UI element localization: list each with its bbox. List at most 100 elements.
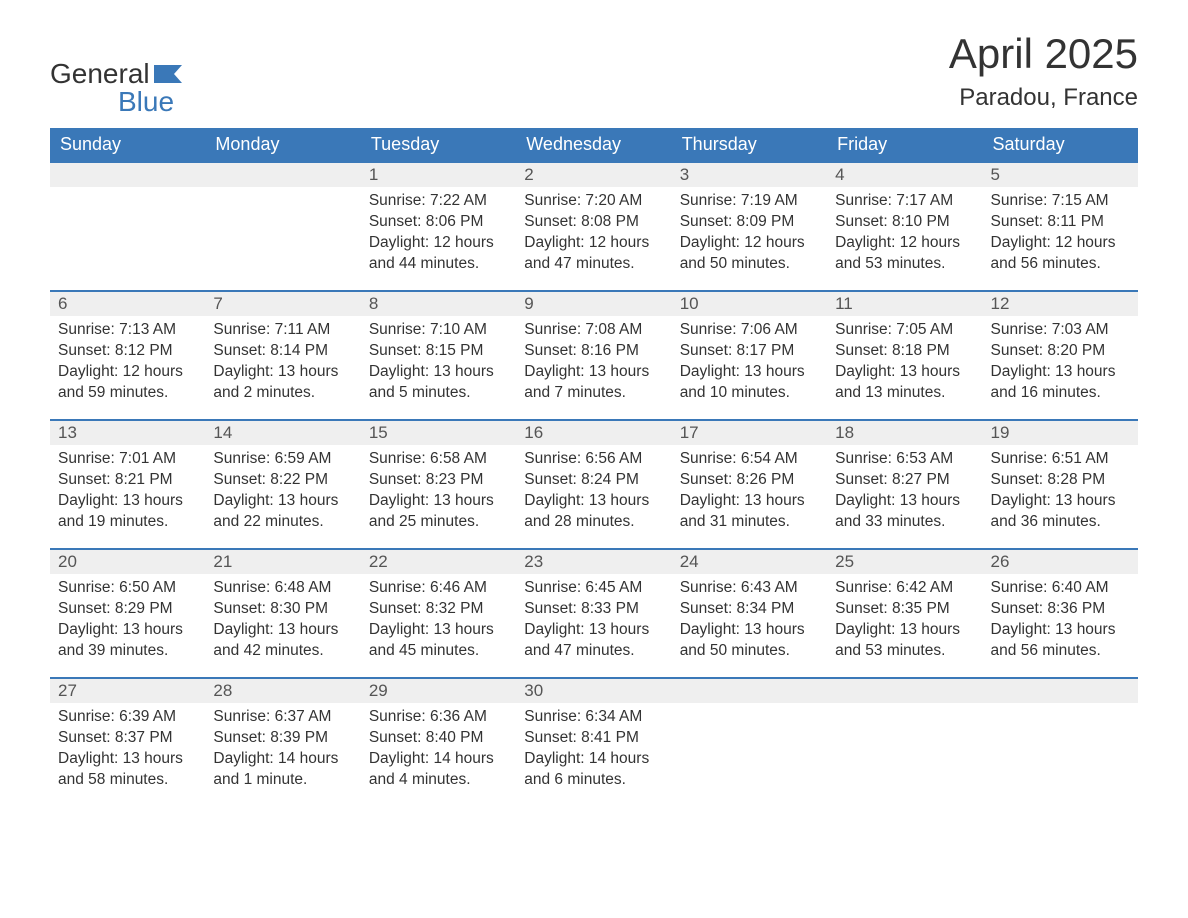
day-data-cell: Sunrise: 7:06 AMSunset: 8:17 PMDaylight:… — [672, 316, 827, 420]
title-block: April 2025 Paradou, France — [949, 30, 1138, 112]
sunset-line: Sunset: 8:16 PM — [524, 341, 663, 362]
weekday-header: Sunday — [50, 128, 205, 162]
daynum-row: 12345 — [50, 162, 1138, 187]
day-number-cell: 6 — [50, 291, 205, 316]
day-number-cell: 20 — [50, 549, 205, 574]
sunrise-line: Sunrise: 6:51 AM — [991, 449, 1130, 470]
day-data-cell: Sunrise: 7:17 AMSunset: 8:10 PMDaylight:… — [827, 187, 982, 291]
sunset-line: Sunset: 8:35 PM — [835, 599, 974, 620]
data-row: Sunrise: 7:01 AMSunset: 8:21 PMDaylight:… — [50, 445, 1138, 549]
day-number-cell: 4 — [827, 162, 982, 187]
day-number-cell — [205, 162, 360, 187]
day-data-cell — [50, 187, 205, 291]
daynum-row: 27282930 — [50, 678, 1138, 703]
weekday-header: Monday — [205, 128, 360, 162]
sunrise-line: Sunrise: 7:05 AM — [835, 320, 974, 341]
day-data-cell — [827, 703, 982, 807]
daylight-line: Daylight: 12 hours and 56 minutes. — [991, 233, 1130, 275]
sunset-line: Sunset: 8:41 PM — [524, 728, 663, 749]
logo-line1: General — [50, 60, 150, 88]
sunset-line: Sunset: 8:33 PM — [524, 599, 663, 620]
header: General Blue April 2025 Paradou, France — [50, 30, 1138, 116]
sunset-line: Sunset: 8:29 PM — [58, 599, 197, 620]
day-data-cell: Sunrise: 7:13 AMSunset: 8:12 PMDaylight:… — [50, 316, 205, 420]
daylight-line: Daylight: 13 hours and 13 minutes. — [835, 362, 974, 404]
sunrise-line: Sunrise: 6:54 AM — [680, 449, 819, 470]
day-number-cell: 27 — [50, 678, 205, 703]
logo-line1-wrap: General — [50, 60, 182, 88]
day-data-cell: Sunrise: 7:01 AMSunset: 8:21 PMDaylight:… — [50, 445, 205, 549]
sunset-line: Sunset: 8:18 PM — [835, 341, 974, 362]
day-number-cell: 23 — [516, 549, 671, 574]
sunrise-line: Sunrise: 7:11 AM — [213, 320, 352, 341]
sunrise-line: Sunrise: 6:58 AM — [369, 449, 508, 470]
day-data-cell: Sunrise: 6:45 AMSunset: 8:33 PMDaylight:… — [516, 574, 671, 678]
weekday-header: Tuesday — [361, 128, 516, 162]
sunrise-line: Sunrise: 6:42 AM — [835, 578, 974, 599]
logo-line2: Blue — [118, 88, 182, 116]
day-number-cell: 5 — [983, 162, 1138, 187]
day-data-cell: Sunrise: 7:20 AMSunset: 8:08 PMDaylight:… — [516, 187, 671, 291]
daylight-line: Daylight: 13 hours and 47 minutes. — [524, 620, 663, 662]
sunset-line: Sunset: 8:11 PM — [991, 212, 1130, 233]
sunset-line: Sunset: 8:40 PM — [369, 728, 508, 749]
daylight-line: Daylight: 12 hours and 53 minutes. — [835, 233, 974, 275]
day-number-cell: 14 — [205, 420, 360, 445]
sunset-line: Sunset: 8:06 PM — [369, 212, 508, 233]
day-data-cell — [983, 703, 1138, 807]
daylight-line: Daylight: 14 hours and 4 minutes. — [369, 749, 508, 791]
sunset-line: Sunset: 8:34 PM — [680, 599, 819, 620]
daylight-line: Daylight: 13 hours and 25 minutes. — [369, 491, 508, 533]
day-data-cell: Sunrise: 6:50 AMSunset: 8:29 PMDaylight:… — [50, 574, 205, 678]
day-number-cell: 24 — [672, 549, 827, 574]
sunset-line: Sunset: 8:14 PM — [213, 341, 352, 362]
day-number-cell: 17 — [672, 420, 827, 445]
sunset-line: Sunset: 8:12 PM — [58, 341, 197, 362]
weekday-header-row: SundayMondayTuesdayWednesdayThursdayFrid… — [50, 128, 1138, 162]
day-data-cell: Sunrise: 7:05 AMSunset: 8:18 PMDaylight:… — [827, 316, 982, 420]
sunrise-line: Sunrise: 7:13 AM — [58, 320, 197, 341]
daylight-line: Daylight: 12 hours and 50 minutes. — [680, 233, 819, 275]
calendar-body: 12345Sunrise: 7:22 AMSunset: 8:06 PMDayl… — [50, 162, 1138, 807]
location: Paradou, France — [949, 84, 1138, 112]
day-data-cell: Sunrise: 6:53 AMSunset: 8:27 PMDaylight:… — [827, 445, 982, 549]
day-number-cell: 3 — [672, 162, 827, 187]
day-data-cell: Sunrise: 7:10 AMSunset: 8:15 PMDaylight:… — [361, 316, 516, 420]
day-number-cell: 15 — [361, 420, 516, 445]
page-title: April 2025 — [949, 30, 1138, 78]
sunrise-line: Sunrise: 6:39 AM — [58, 707, 197, 728]
day-number-cell: 13 — [50, 420, 205, 445]
day-data-cell: Sunrise: 7:03 AMSunset: 8:20 PMDaylight:… — [983, 316, 1138, 420]
sunset-line: Sunset: 8:20 PM — [991, 341, 1130, 362]
sunrise-line: Sunrise: 6:34 AM — [524, 707, 663, 728]
sunrise-line: Sunrise: 6:43 AM — [680, 578, 819, 599]
daylight-line: Daylight: 13 hours and 50 minutes. — [680, 620, 819, 662]
sunset-line: Sunset: 8:24 PM — [524, 470, 663, 491]
logo: General Blue — [50, 60, 182, 116]
daylight-line: Daylight: 14 hours and 1 minute. — [213, 749, 352, 791]
day-number-cell: 19 — [983, 420, 1138, 445]
day-number-cell: 22 — [361, 549, 516, 574]
day-number-cell: 1 — [361, 162, 516, 187]
day-number-cell — [827, 678, 982, 703]
daylight-line: Daylight: 12 hours and 59 minutes. — [58, 362, 197, 404]
day-data-cell: Sunrise: 7:11 AMSunset: 8:14 PMDaylight:… — [205, 316, 360, 420]
weekday-header: Friday — [827, 128, 982, 162]
sunset-line: Sunset: 8:09 PM — [680, 212, 819, 233]
sunrise-line: Sunrise: 6:56 AM — [524, 449, 663, 470]
day-number-cell: 7 — [205, 291, 360, 316]
sunrise-line: Sunrise: 7:01 AM — [58, 449, 197, 470]
day-data-cell: Sunrise: 6:36 AMSunset: 8:40 PMDaylight:… — [361, 703, 516, 807]
sunrise-line: Sunrise: 7:19 AM — [680, 191, 819, 212]
day-data-cell: Sunrise: 7:15 AMSunset: 8:11 PMDaylight:… — [983, 187, 1138, 291]
daylight-line: Daylight: 13 hours and 56 minutes. — [991, 620, 1130, 662]
daylight-line: Daylight: 13 hours and 31 minutes. — [680, 491, 819, 533]
sunrise-line: Sunrise: 7:22 AM — [369, 191, 508, 212]
day-data-cell: Sunrise: 6:40 AMSunset: 8:36 PMDaylight:… — [983, 574, 1138, 678]
daylight-line: Daylight: 13 hours and 39 minutes. — [58, 620, 197, 662]
daylight-line: Daylight: 13 hours and 33 minutes. — [835, 491, 974, 533]
sunset-line: Sunset: 8:15 PM — [369, 341, 508, 362]
daylight-line: Daylight: 13 hours and 5 minutes. — [369, 362, 508, 404]
day-data-cell: Sunrise: 7:19 AMSunset: 8:09 PMDaylight:… — [672, 187, 827, 291]
weekday-header: Wednesday — [516, 128, 671, 162]
